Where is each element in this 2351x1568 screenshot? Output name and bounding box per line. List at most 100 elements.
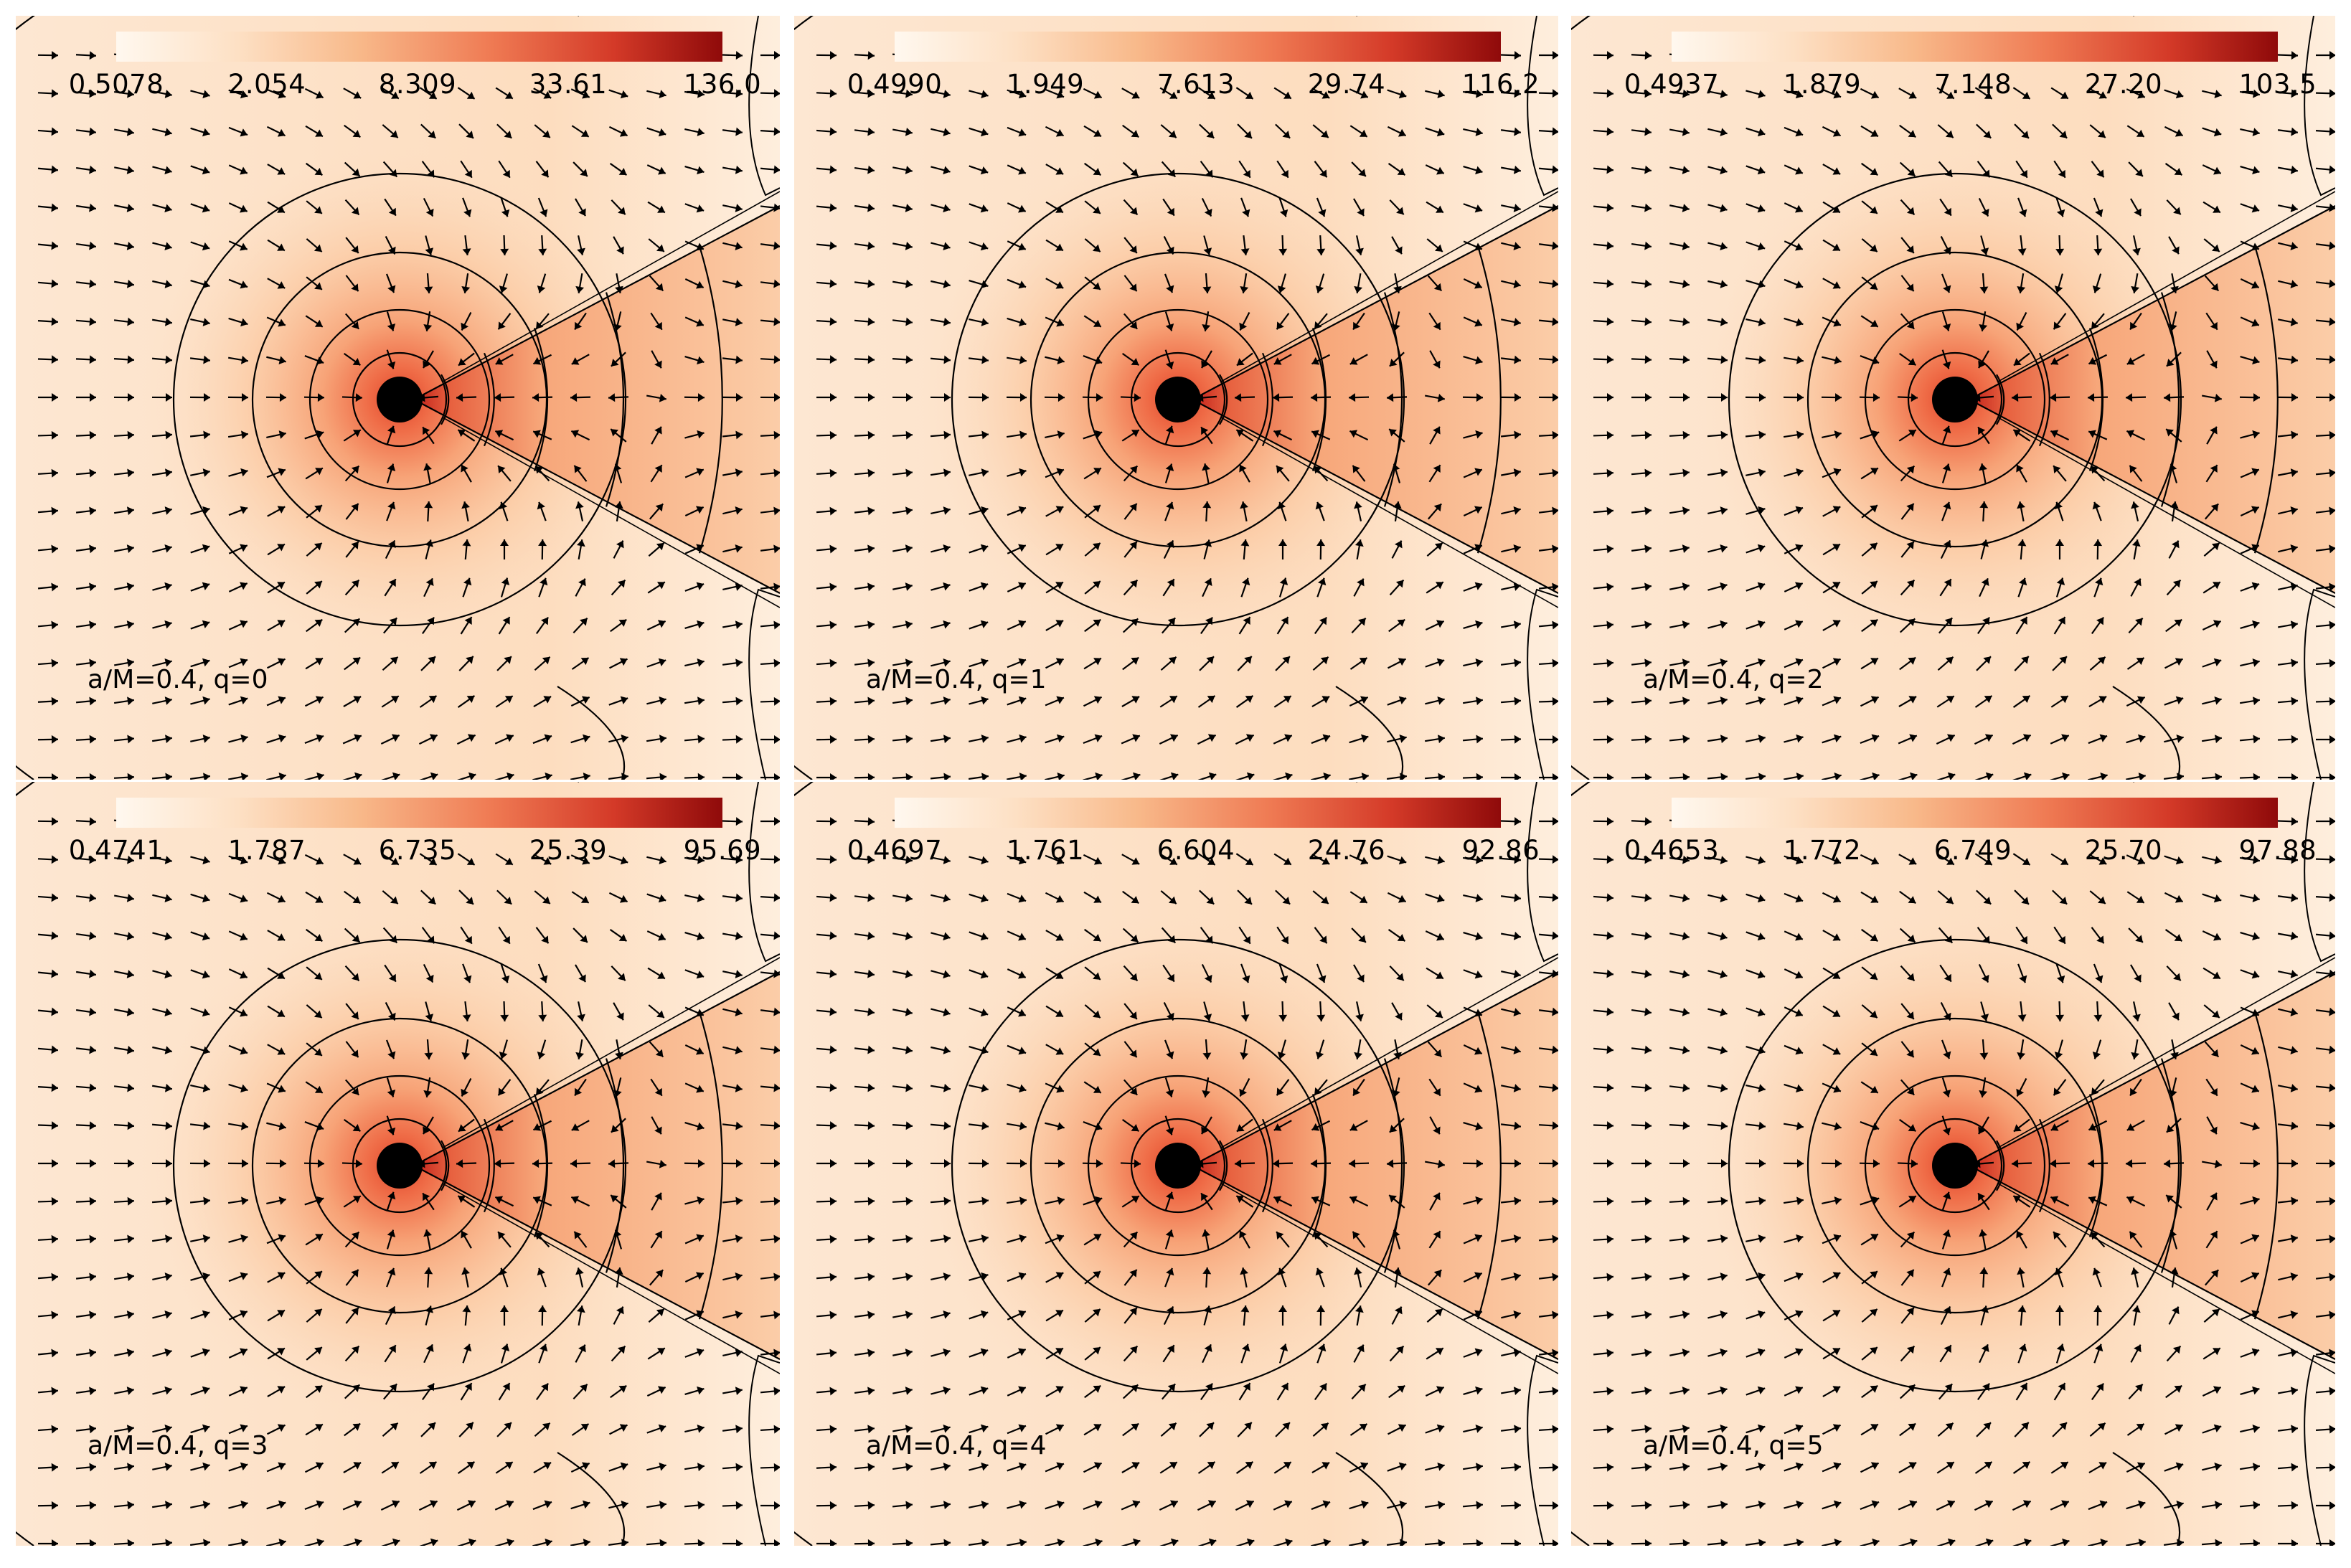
velocity-arrow: [1669, 1083, 1690, 1092]
velocity-arrow: [684, 166, 705, 175]
velocity-arrow: [722, 1196, 743, 1206]
velocity-arrow: [1707, 658, 1728, 667]
velocity-arrow: [1593, 773, 1613, 780]
velocity-arrow: [2240, 1122, 2260, 1131]
velocity-arrow: [1593, 893, 1614, 902]
velocity-arrow: [228, 468, 248, 477]
velocity-arrow: [2088, 430, 2108, 440]
panel-5: 0.4697 1.761 6.604 24.76 92.86 a/M=0.4, q=4: [794, 782, 1558, 1546]
velocity-arrow: [1822, 1272, 1841, 1283]
wedge-edge: [413, 971, 780, 1166]
velocity-arrow: [1240, 1305, 1250, 1326]
velocity-arrow: [1974, 772, 1994, 780]
colorbar-tick-label: 1.787: [227, 835, 306, 866]
velocity-arrow: [647, 201, 666, 214]
velocity-arrow: [228, 278, 248, 289]
velocity-arrow: [930, 1008, 951, 1017]
velocity-arrow: [1387, 89, 1407, 99]
velocity-arrow: [1462, 1539, 1484, 1546]
velocity-arrow: [343, 1462, 362, 1473]
velocity-arrow: [969, 280, 989, 289]
velocity-arrow: [1123, 503, 1138, 520]
velocity-arrow: [1083, 430, 1103, 440]
velocity-arrow: [1428, 503, 1442, 520]
velocity-arrow: [1353, 1344, 1365, 1363]
velocity-arrow: [1861, 1042, 1878, 1057]
velocity-arrow: [1500, 127, 1522, 136]
velocity-arrow: [1463, 1082, 1483, 1093]
velocity-arrow: [1084, 1042, 1101, 1057]
velocity-arrow: [1707, 1463, 1728, 1471]
velocity-arrow: [646, 696, 666, 705]
velocity-arrow: [648, 238, 665, 252]
velocity-arrow: [1822, 892, 1842, 903]
velocity-arrow: [854, 1463, 875, 1472]
velocity-arrow: [532, 1159, 553, 1168]
velocity-arrow: [892, 1083, 913, 1092]
velocity-arrow: [2315, 1121, 2335, 1130]
velocity-arrow: [609, 163, 628, 176]
velocity-arrow: [892, 620, 913, 629]
contour-arc: [1527, 588, 1558, 780]
velocity-arrow: [2166, 199, 2182, 215]
velocity-arrow: [2055, 1343, 2065, 1364]
velocity-arrow: [2202, 164, 2222, 175]
velocity-arrow: [760, 1007, 780, 1016]
velocity-arrow: [1860, 1500, 1880, 1510]
velocity-arrow: [533, 88, 552, 99]
velocity-arrow: [1822, 854, 1842, 865]
velocity-arrow: [1500, 893, 1522, 902]
velocity-arrow: [684, 278, 705, 289]
velocity-arrow: [1393, 1267, 1402, 1288]
velocity-arrow: [854, 1083, 875, 1092]
velocity-arrow: [1976, 889, 1992, 905]
velocity-arrow: [816, 127, 837, 136]
velocity-arrow: [1538, 1159, 1558, 1168]
colorbar-tick-label: 136.0: [683, 69, 762, 100]
velocity-arrow: [2089, 890, 2106, 905]
velocity-arrow: [760, 1045, 780, 1054]
velocity-arrow: [854, 582, 875, 592]
velocity-arrow: [1593, 468, 1614, 478]
velocity-arrow: [456, 1159, 477, 1168]
velocity-arrow: [816, 1007, 837, 1016]
velocity-arrow: [854, 969, 875, 978]
panel-2: 0.4990 1.949 7.613 29.74 116.2 a/M=0.4, q=1: [794, 16, 1558, 780]
velocity-arrow: [608, 1462, 628, 1472]
velocity-arrow: [495, 1120, 514, 1131]
velocity-arrow: [1501, 1084, 1521, 1092]
velocity-arrow: [228, 582, 248, 592]
velocity-arrow: [1388, 618, 1405, 633]
velocity-arrow: [152, 1348, 172, 1357]
velocity-arrow: [2164, 89, 2184, 99]
velocity-arrow: [2053, 1079, 2067, 1096]
velocity-arrow: [1822, 1462, 1842, 1473]
velocity-arrow: [1353, 578, 1365, 597]
velocity-arrow: [190, 165, 210, 175]
velocity-arrow: [461, 464, 472, 483]
velocity-arrow: [1593, 165, 1614, 174]
velocity-arrow: [2277, 893, 2299, 902]
velocity-arrow: [190, 468, 210, 477]
velocity-arrow: [419, 772, 438, 780]
velocity-arrow: [2168, 1002, 2180, 1021]
velocity-arrow: [646, 773, 667, 780]
velocity-arrow: [2168, 463, 2178, 483]
velocity-arrow: [1425, 620, 1445, 631]
velocity-arrow: [1669, 279, 1690, 288]
velocity-arrow: [2278, 582, 2298, 591]
velocity-arrow: [1278, 1001, 1288, 1022]
velocity-arrow: [75, 1349, 97, 1358]
velocity-arrow: [420, 1422, 436, 1437]
velocity-arrow: [854, 430, 875, 440]
velocity-arrow: [2278, 165, 2298, 174]
velocity-arrow: [1045, 1272, 1064, 1283]
velocity-arrow: [498, 616, 511, 635]
contour-circle: [1087, 1075, 1269, 1257]
density-map: [794, 16, 1558, 780]
colorbar: [1672, 32, 2278, 62]
velocity-arrow: [75, 893, 97, 902]
velocity-arrow: [760, 1196, 780, 1206]
velocity-arrow: [816, 1234, 837, 1244]
velocity-arrow: [2278, 1046, 2298, 1054]
